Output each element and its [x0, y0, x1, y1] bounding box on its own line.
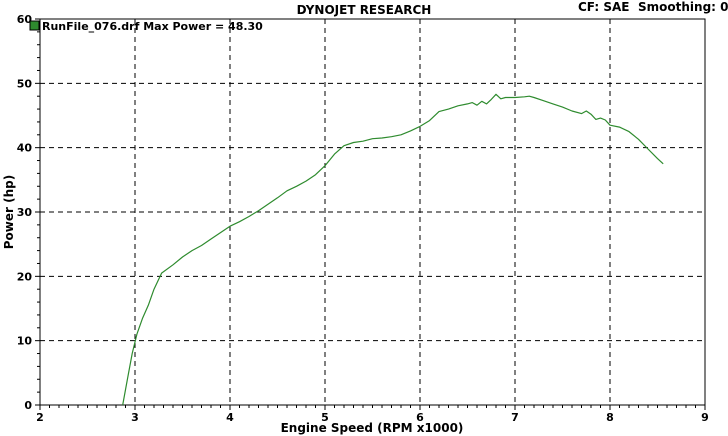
y-tick-label: 0	[24, 399, 32, 412]
x-tick-label: 6	[416, 411, 424, 424]
legend-swatch	[29, 20, 40, 31]
y-axis-label: Power (hp)	[2, 175, 16, 249]
chart-title: DYNOJET RESEARCH	[297, 3, 432, 17]
y-tick-label: 20	[17, 270, 33, 283]
y-tick-label: 50	[17, 77, 33, 90]
y-tick-label: 30	[17, 206, 33, 219]
cf-label: CF: SAE	[578, 0, 629, 14]
series-layer	[122, 93, 664, 406]
x-tick-label: 7	[511, 411, 519, 424]
y-tick-label: 40	[17, 142, 33, 155]
x-tick-label: 4	[226, 411, 234, 424]
x-axis-label: Engine Speed (RPM x1000)	[281, 421, 464, 435]
x-tick-label: 2	[36, 411, 44, 424]
smoothing-label: Smoothing: 0	[638, 0, 728, 14]
axis-ticks: 2 3 4 5 6 7 8 9 0 10 20 30 40 50 60	[17, 13, 709, 424]
y-tick-label: 10	[17, 335, 33, 348]
legend-label: RunFile_076.drf Max Power = 48.30	[42, 20, 263, 33]
grid	[40, 19, 705, 405]
x-tick-label: 8	[606, 411, 614, 424]
y-tick-label: 60	[17, 13, 33, 26]
x-tick-label: 5	[321, 411, 329, 424]
series-line-power	[122, 93, 664, 406]
x-tick-label: 9	[701, 411, 709, 424]
x-tick-label: 3	[131, 411, 139, 424]
